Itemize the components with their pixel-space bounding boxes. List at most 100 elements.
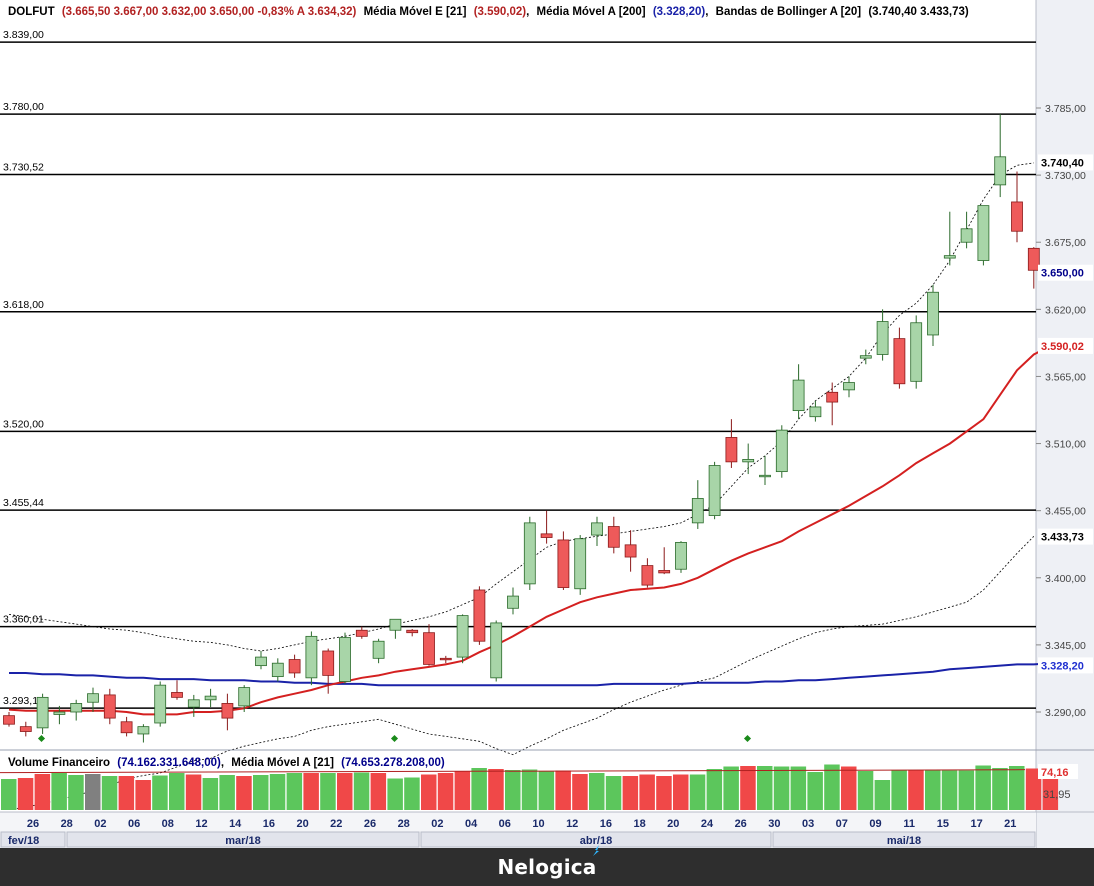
volume-bar — [555, 770, 571, 810]
brand-mark-icon — [592, 845, 599, 856]
price-tick-label: 3.675,00 — [1045, 237, 1086, 249]
price-tick-label: 3.510,00 — [1045, 439, 1086, 451]
candle-body — [372, 640, 385, 659]
volume-bar — [202, 778, 219, 810]
price-tag-bg — [1038, 657, 1093, 674]
volume-bar — [656, 776, 672, 810]
volume-bar — [454, 771, 471, 810]
date-day-label: 28 — [61, 818, 73, 830]
candle-body — [658, 570, 671, 574]
legend-quote: (3.665,50 3.667,00 3.632,00 3.650,00 -0,… — [62, 6, 357, 18]
signal-marker — [390, 734, 399, 743]
moving-averages-layer — [8, 345, 1052, 716]
volume-bar — [706, 769, 723, 810]
candle-body — [960, 228, 973, 243]
signal-marker — [743, 734, 752, 743]
volume-bar — [85, 774, 101, 810]
volume-bar — [236, 776, 252, 810]
legend-bb-name: Bandas de Bollinger A [20] — [716, 6, 862, 18]
volume-tag-bg — [1038, 764, 1078, 779]
volume-legend-ma-name: Média Móvel A [21] — [231, 757, 334, 769]
date-day-label: 06 — [499, 818, 511, 830]
legend-separator: , — [221, 757, 224, 769]
date-day-label: 07 — [836, 818, 848, 830]
volume-bar — [437, 773, 454, 810]
volume-ma-line — [0, 769, 1026, 774]
date-day-label: 08 — [162, 818, 174, 830]
volume-bar — [908, 770, 924, 810]
volume-bar — [857, 771, 874, 810]
date-day-label: 30 — [768, 818, 780, 830]
price-tick-label: 3.730,00 — [1045, 170, 1086, 182]
volume-tick-label: 31,95 — [1043, 789, 1071, 801]
date-month-cell — [772, 831, 1036, 848]
volume-axis: 74,16 31,95 — [1038, 764, 1078, 801]
date-day-label: 02 — [431, 818, 443, 830]
candle-body — [103, 694, 116, 719]
candle-body — [708, 465, 721, 516]
level-label: 3.360,01 — [3, 614, 44, 626]
candle-body — [423, 632, 435, 665]
candle-body — [809, 406, 822, 418]
volume-legend-ma-value: (74.653.278.208,00) — [341, 757, 445, 769]
volume-bar — [51, 773, 67, 810]
candle-body — [137, 726, 150, 735]
price-tick-label: 3.620,00 — [1045, 304, 1086, 316]
legend-separator: , — [526, 6, 529, 18]
date-day-label: 06 — [128, 818, 140, 830]
footer-bar: Nelogica — [0, 845, 1094, 886]
volume-bar — [941, 770, 958, 810]
candle-body — [490, 622, 503, 679]
volume-bar — [572, 774, 588, 810]
candle-body — [187, 699, 200, 708]
candle-body — [70, 703, 83, 713]
date-day-label: 26 — [27, 818, 39, 830]
date-day-label: 24 — [701, 818, 714, 830]
legend-separator: , — [705, 6, 708, 18]
chart-canvas[interactable]: DOLFUT (3.665,50 3.667,00 3.632,00 3.650… — [0, 0, 1094, 848]
volume-bar — [68, 775, 84, 810]
bollinger-bands-layer — [8, 162, 1035, 810]
candle-body — [406, 629, 419, 634]
date-day-label: 16 — [263, 818, 275, 830]
candle-body — [574, 538, 587, 590]
date-day-label: 16 — [600, 818, 612, 830]
candle-body — [19, 726, 32, 732]
volume-bar — [790, 766, 807, 810]
price-axis: 3.785,00 3.730,00 3.675,00 3.620,00 3.565,00… — [1036, 103, 1093, 719]
candle-body — [523, 522, 536, 585]
level-label: 3.455,44 — [3, 497, 44, 509]
candle-body — [221, 703, 234, 719]
candle-body — [120, 721, 133, 734]
date-month-label: fev/18 — [8, 835, 39, 847]
candle-body — [927, 291, 939, 336]
date-day-label: 11 — [903, 818, 915, 830]
candle-body — [876, 321, 889, 355]
volume-bar — [303, 773, 319, 810]
date-month-cell — [0, 831, 66, 848]
candle-body — [1011, 201, 1023, 232]
bollinger-lower-line — [8, 536, 1035, 810]
legend-symbol: DOLFUT — [8, 6, 55, 18]
price-tick-label: 3.455,00 — [1045, 506, 1086, 518]
candle-body — [154, 684, 167, 724]
date-day-label: 26 — [735, 818, 747, 830]
candle-body — [204, 695, 217, 701]
signal-marker — [37, 734, 46, 743]
legend-sma-value: (3.328,20) — [653, 6, 706, 18]
candle-body — [271, 662, 284, 678]
date-month-label: abr/18 — [580, 835, 612, 847]
price-tag-bg — [1038, 337, 1093, 354]
candle-body — [943, 255, 956, 259]
candles-layer — [3, 114, 1040, 743]
date-day-label: 17 — [970, 818, 982, 830]
legend-sma-name: Média Móvel A [200] — [537, 6, 646, 18]
volume-bar — [404, 777, 420, 810]
horizontal-lines-layer: 3.839,00 3.780,00 3.730,52 3.618,00 3.520,00… — [0, 29, 1036, 709]
candle-body — [339, 637, 351, 682]
price-tag-bg — [1038, 528, 1093, 545]
volume-bar — [185, 774, 202, 810]
volume-bar — [757, 766, 773, 810]
volume-bar — [34, 774, 51, 810]
price-tick-label: 3.290,00 — [1045, 707, 1086, 719]
